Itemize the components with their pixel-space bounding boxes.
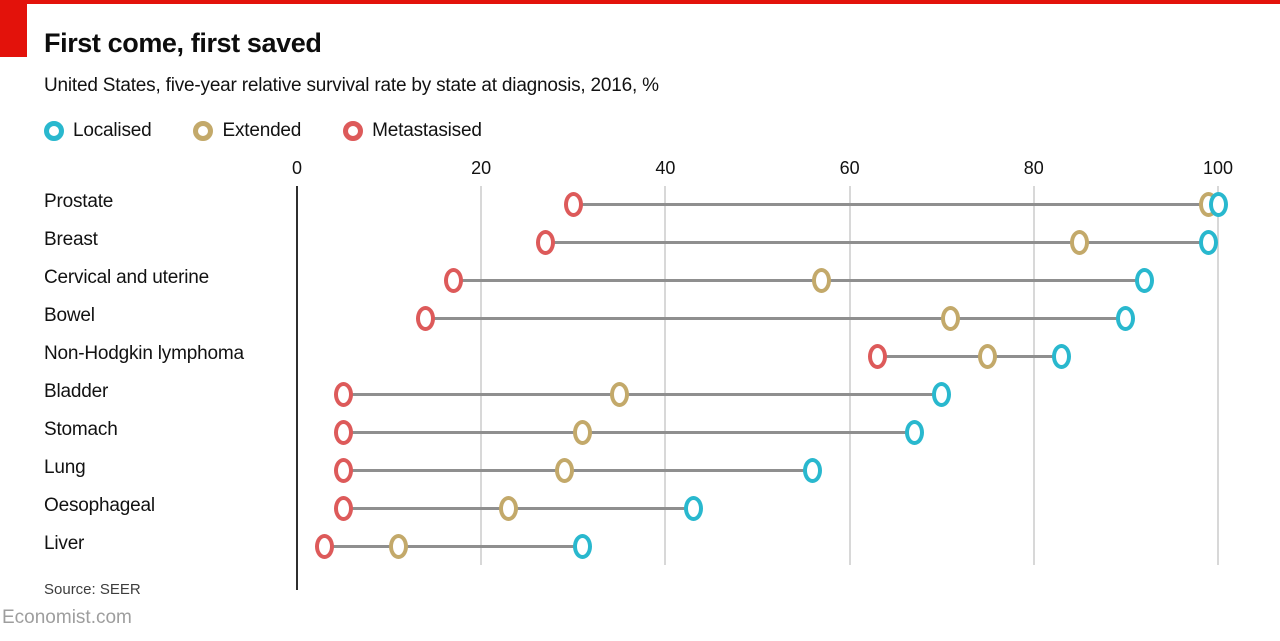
legend-label: Extended [222, 120, 302, 141]
gridline [1032, 186, 1035, 565]
dot-metastasised [867, 343, 887, 369]
category-label: Bowel [44, 305, 95, 326]
category-label: Liver [44, 533, 85, 554]
dot-metastasised [333, 419, 353, 445]
dot-metastasised [563, 191, 583, 217]
category-label: Non-Hodgkin lymphoma [44, 343, 244, 364]
connector-line [453, 278, 1145, 282]
dot-metastasised [444, 267, 464, 293]
x-tick-label: 60 [839, 158, 860, 178]
chart-subtitle: United States, five-year relative surviv… [44, 75, 659, 96]
dot-metastasised [536, 229, 556, 255]
dot-metastasised [416, 305, 436, 331]
legend: Localised Extended Metastasised [44, 120, 482, 142]
dot-localised [1134, 267, 1154, 293]
legend-item-localised: Localised [44, 120, 152, 142]
x-tick-label: 80 [1023, 158, 1044, 178]
legend-item-extended: Extended [193, 120, 301, 142]
connector-line [425, 316, 1126, 320]
dot-extended [1070, 229, 1090, 255]
dot-extended [388, 533, 408, 559]
category-label: Lung [44, 457, 86, 478]
economist-red-tab [0, 0, 27, 57]
dot-extended [573, 419, 592, 445]
dot-localised [683, 495, 703, 521]
x-tick-label: 0 [291, 158, 302, 178]
dot-extended [554, 457, 574, 483]
top-red-rule [0, 0, 1280, 4]
connector-line [324, 544, 583, 548]
dot-metastasised [315, 533, 335, 559]
source-note: Source: SEER [44, 581, 141, 598]
x-tick-label: 20 [471, 158, 492, 178]
dot-extended [812, 267, 832, 293]
connector-line [343, 468, 813, 472]
x-tick-label: 100 [1202, 158, 1234, 178]
dot-extended [499, 495, 519, 521]
dot-localised [1208, 191, 1228, 217]
dot-localised [803, 457, 823, 483]
category-label: Breast [44, 229, 98, 250]
dot-localised [1116, 305, 1136, 331]
dot-localised [1199, 229, 1219, 255]
legend-ring-icon [193, 121, 214, 141]
gridline [664, 186, 667, 565]
legend-item-metastasised: Metastasised [343, 120, 482, 142]
dot-localised [932, 381, 952, 407]
legend-label: Metastasised [372, 120, 482, 141]
gridline [480, 186, 483, 565]
dot-localised [573, 533, 592, 559]
gridline [1217, 186, 1219, 565]
category-label: Oesophageal [44, 495, 155, 516]
connector-line [877, 354, 1062, 358]
category-label: Stomach [44, 419, 118, 440]
legend-ring-icon [343, 121, 364, 141]
dot-metastasised [333, 457, 353, 483]
dot-extended [609, 381, 629, 407]
dot-metastasised [333, 495, 353, 521]
category-label: Bladder [44, 381, 109, 402]
brand-footer: Economist.com [2, 607, 132, 628]
dot-extended [941, 305, 961, 331]
legend-label: Localised [73, 120, 152, 141]
connector-line [545, 240, 1209, 244]
gridline [848, 186, 851, 565]
axis-baseline [296, 186, 298, 590]
dot-metastasised [333, 381, 353, 407]
connector-line [343, 430, 915, 434]
page-title: First come, first saved [44, 28, 322, 58]
category-label: Cervical and uterine [44, 267, 209, 288]
dot-localised [1051, 343, 1071, 369]
connector-line [343, 392, 942, 396]
dot-extended [978, 343, 998, 369]
category-label: Prostate [44, 191, 114, 212]
connector-line [573, 202, 1218, 206]
x-tick-label: 40 [655, 158, 676, 178]
connector-line [343, 506, 694, 510]
legend-ring-icon [44, 121, 64, 141]
dot-localised [904, 419, 924, 445]
